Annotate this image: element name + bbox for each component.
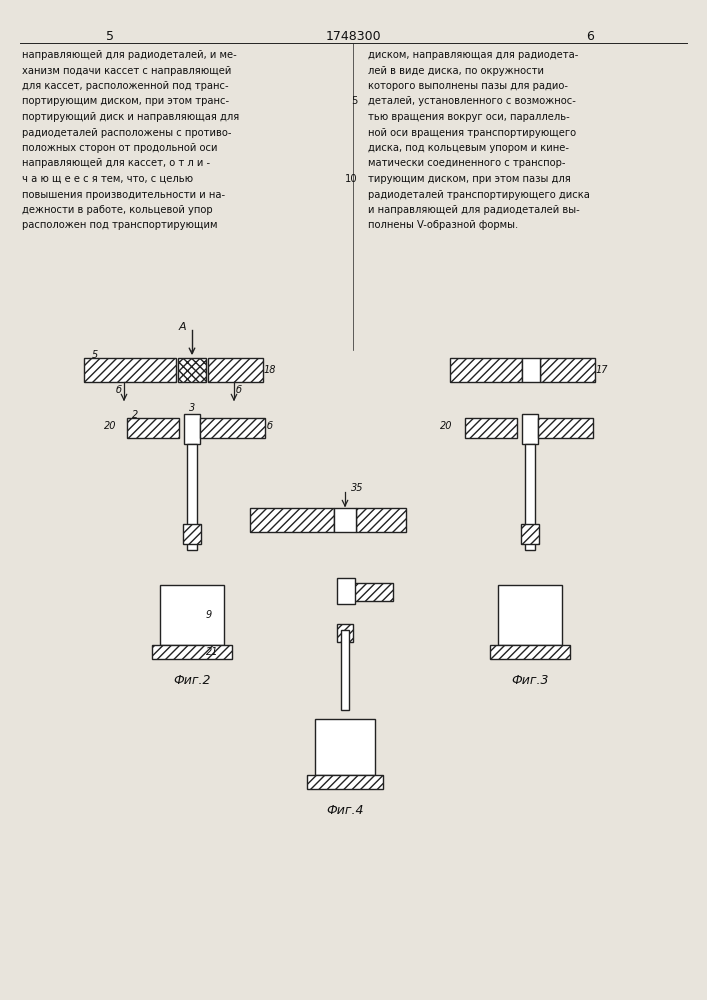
Bar <box>160 585 224 645</box>
Text: положных сторон от продольной оси: положных сторон от продольной оси <box>22 143 218 153</box>
Bar <box>538 418 593 438</box>
Text: радиодеталей расположены с противо-: радиодеталей расположены с противо- <box>22 127 231 137</box>
Bar <box>187 444 197 550</box>
Text: 17: 17 <box>596 365 609 375</box>
Text: которого выполнены пазы для радио-: которого выполнены пазы для радио- <box>368 81 568 91</box>
Text: Фиг.4: Фиг.4 <box>326 804 363 816</box>
Text: 3: 3 <box>189 403 195 413</box>
Text: A: A <box>178 322 186 332</box>
Bar <box>490 645 570 659</box>
Text: 6: 6 <box>586 30 594 43</box>
Bar <box>498 585 562 645</box>
Bar <box>178 358 206 382</box>
Text: повышения производительности и на-: повышения производительности и на- <box>22 190 225 200</box>
Bar <box>522 358 540 382</box>
Text: деталей, установленного с возможнос-: деталей, установленного с возможнос- <box>368 97 576 106</box>
Bar <box>334 508 356 532</box>
Bar <box>337 624 353 642</box>
Text: ной оси вращения транспортирующего: ной оси вращения транспортирующего <box>368 127 576 137</box>
Text: портирующий диск и направляющая для: портирующий диск и направляющая для <box>22 112 239 122</box>
Bar <box>525 444 535 550</box>
Text: 21: 21 <box>206 647 218 657</box>
Text: 2: 2 <box>132 410 139 420</box>
Bar <box>353 583 393 601</box>
Text: радиодеталей транспортирующего диска: радиодеталей транспортирующего диска <box>368 190 590 200</box>
Text: б: б <box>236 385 242 395</box>
Text: тирующим диском, при этом пазы для: тирующим диском, при этом пазы для <box>368 174 571 184</box>
Bar <box>84 358 176 382</box>
Bar <box>465 418 517 438</box>
Bar <box>356 508 406 532</box>
Bar <box>341 630 349 710</box>
Text: диском, направляющая для радиодета-: диском, направляющая для радиодета- <box>368 50 578 60</box>
Bar <box>184 414 200 444</box>
Text: ханизм подачи кассет с направляющей: ханизм подачи кассет с направляющей <box>22 66 231 76</box>
Text: 10: 10 <box>346 174 358 184</box>
Text: Фиг.2: Фиг.2 <box>173 674 211 686</box>
Bar <box>127 418 179 438</box>
Text: 5: 5 <box>106 30 114 43</box>
Text: 20: 20 <box>104 421 117 431</box>
Text: тью вращения вокруг оси, параллель-: тью вращения вокруг оси, параллель- <box>368 112 570 122</box>
Bar <box>521 524 539 544</box>
Text: лей в виде диска, по окружности: лей в виде диска, по окружности <box>368 66 544 76</box>
Text: дежности в работе, кольцевой упор: дежности в работе, кольцевой упор <box>22 205 213 215</box>
Text: Фиг.3: Фиг.3 <box>511 674 549 686</box>
Bar <box>522 414 538 444</box>
Text: направляющей для радиодеталей, и ме-: направляющей для радиодеталей, и ме- <box>22 50 237 60</box>
Text: для кассет, расположенной под транс-: для кассет, расположенной под транс- <box>22 81 228 91</box>
Text: 20: 20 <box>440 421 452 431</box>
Bar <box>315 719 375 775</box>
Text: 5: 5 <box>351 97 358 106</box>
Text: 1748300: 1748300 <box>325 30 381 43</box>
Text: и направляющей для радиодеталей вы-: и направляющей для радиодеталей вы- <box>368 205 580 215</box>
Text: портирующим диском, при этом транс-: портирующим диском, при этом транс- <box>22 97 229 106</box>
Bar <box>450 358 522 382</box>
Bar <box>337 578 355 604</box>
Text: 5: 5 <box>92 350 98 360</box>
Text: 35: 35 <box>351 483 363 493</box>
Text: б: б <box>267 421 273 431</box>
Text: ч а ю щ е е с я тем, что, с целью: ч а ю щ е е с я тем, что, с целью <box>22 174 193 184</box>
Bar <box>183 524 201 544</box>
Bar <box>250 508 334 532</box>
Bar <box>208 358 263 382</box>
Text: 9: 9 <box>206 610 212 620</box>
Bar <box>540 358 595 382</box>
Text: полнены V-образной формы.: полнены V-образной формы. <box>368 221 518 231</box>
Bar <box>307 775 383 789</box>
Text: диска, под кольцевым упором и кине-: диска, под кольцевым упором и кине- <box>368 143 569 153</box>
Bar <box>200 418 265 438</box>
Text: направляющей для кассет, о т л и -: направляющей для кассет, о т л и - <box>22 158 210 168</box>
Bar <box>152 645 232 659</box>
Text: расположен под транспортирующим: расположен под транспортирующим <box>22 221 218 231</box>
Text: 18: 18 <box>264 365 276 375</box>
Text: б: б <box>116 385 122 395</box>
Text: матически соединенного с транспор-: матически соединенного с транспор- <box>368 158 566 168</box>
